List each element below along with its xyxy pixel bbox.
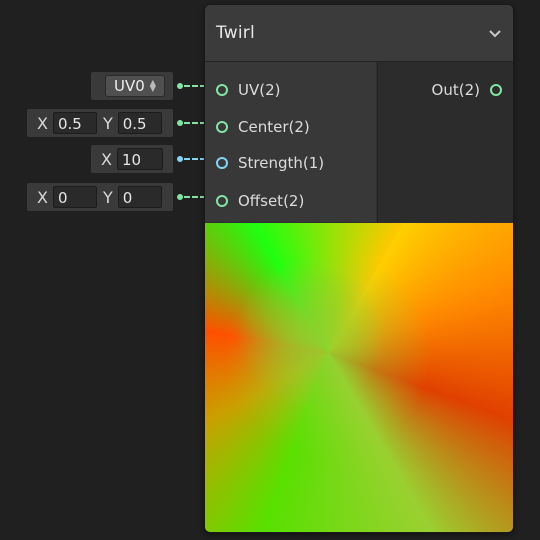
port-connector-icon[interactable]	[490, 84, 502, 96]
uv-input-control: UV0 ▲ ▼	[91, 72, 173, 100]
strength-control-dot	[177, 156, 183, 162]
port-connector-icon[interactable]	[216, 121, 228, 133]
uv-channel-dropdown[interactable]: UV0 ▲ ▼	[105, 75, 165, 97]
strength-x-label: X	[101, 149, 112, 169]
center-y-label: Y	[102, 113, 113, 133]
input-port-center[interactable]: Center(2)	[216, 117, 310, 137]
strength-x-field[interactable]: 10	[116, 148, 163, 170]
twirl-node[interactable]: Twirl UV(2) Center(2) Strength(1)	[204, 4, 514, 533]
node-header[interactable]: Twirl	[205, 5, 513, 62]
center-x-label: X	[37, 113, 48, 133]
offset-input-control: X 0 Y 0	[27, 183, 173, 211]
input-port-label: Offset(2)	[238, 192, 305, 210]
input-port-offset[interactable]: Offset(2)	[216, 191, 304, 211]
strength-input-control: X 10	[91, 145, 173, 173]
offset-connection-wire	[184, 196, 214, 198]
offset-x-label: X	[37, 187, 48, 207]
input-ports-column: UV(2) Center(2) Strength(1) Offset(2)	[205, 62, 376, 222]
port-connector-icon[interactable]	[216, 195, 228, 207]
port-connector-icon[interactable]	[216, 84, 228, 96]
output-ports-column: Out(2)	[377, 62, 513, 222]
strength-connection-wire	[184, 158, 214, 160]
offset-control-dot	[177, 194, 183, 200]
input-port-label: Strength(1)	[238, 154, 325, 172]
uv-connection-wire	[184, 85, 214, 87]
node-title: Twirl	[216, 23, 255, 43]
output-port-label: Out(2)	[431, 81, 480, 99]
center-x-field[interactable]: 0.5	[52, 112, 97, 134]
ports-area: UV(2) Center(2) Strength(1) Offset(2) Ou	[205, 62, 513, 222]
offset-x-field[interactable]: 0	[52, 186, 97, 208]
node-preview-image	[205, 223, 513, 532]
center-input-control: X 0.5 Y 0.5	[27, 109, 173, 137]
input-port-label: UV(2)	[238, 81, 281, 99]
uv-control-dot	[177, 83, 183, 89]
center-connection-wire	[184, 122, 214, 124]
input-port-label: Center(2)	[238, 118, 310, 136]
offset-y-label: Y	[102, 187, 113, 207]
port-connector-icon[interactable]	[216, 157, 228, 169]
center-y-field[interactable]: 0.5	[117, 112, 162, 134]
center-control-dot	[177, 120, 183, 126]
dropdown-arrows-icon: ▲ ▼	[149, 78, 156, 93]
offset-y-field[interactable]: 0	[117, 186, 162, 208]
input-port-uv[interactable]: UV(2)	[216, 80, 281, 100]
input-port-strength[interactable]: Strength(1)	[216, 153, 324, 173]
chevron-down-icon[interactable]	[487, 25, 503, 41]
uv-channel-value: UV0	[114, 77, 145, 95]
output-port-out[interactable]: Out(2)	[432, 80, 502, 100]
